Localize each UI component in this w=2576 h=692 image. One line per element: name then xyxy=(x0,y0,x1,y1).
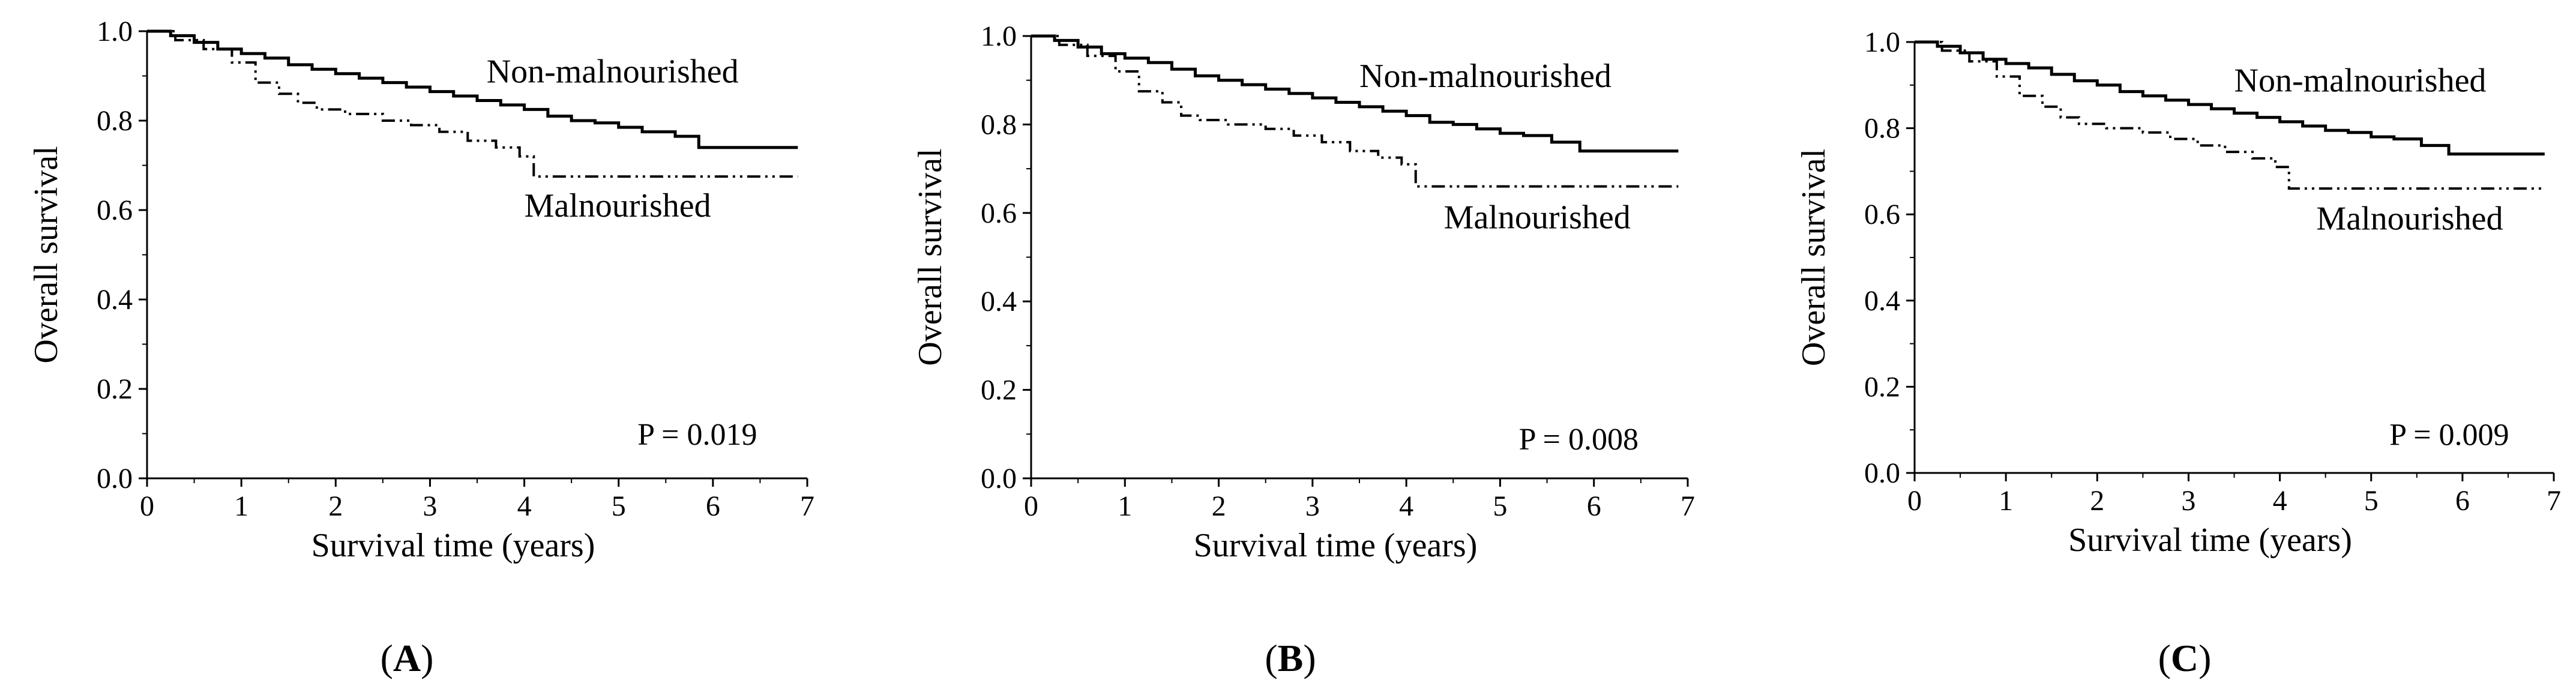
x-tick-label: 2 xyxy=(2090,485,2104,517)
p-value: P = 0.009 xyxy=(2389,418,2509,452)
x-tick-label: 0 xyxy=(1024,490,1038,522)
y-tick-label: 0.0 xyxy=(97,463,133,495)
series-line-malnourished xyxy=(1031,35,1679,188)
x-tick-label: 3 xyxy=(423,490,437,522)
series-line-non-malnourished xyxy=(147,29,798,149)
p-value: P = 0.019 xyxy=(637,418,757,452)
y-tick-label: 0.8 xyxy=(1864,113,1900,145)
x-tick-label: 3 xyxy=(2181,485,2195,517)
x-tick-label: 7 xyxy=(1681,490,1695,522)
y-axis-title: Overall survival xyxy=(912,148,949,366)
series-label-non-malnourished: Non-malnourished xyxy=(1359,58,1612,95)
x-axis-title: Survival time (years) xyxy=(1194,527,1478,564)
x-tick-label: 3 xyxy=(1305,490,1320,522)
panel-a: 0.0 0.2 0.4 0.6 0.8 1.0 0 1 2 3 4 5 6 7 Survival time … xyxy=(28,16,814,679)
x-tick-label: 0 xyxy=(1907,485,1922,517)
y-tick-label: 0.0 xyxy=(1864,457,1900,489)
y-tick-label: 0.8 xyxy=(97,105,133,137)
series-label-malnourished: Malnourished xyxy=(525,187,711,224)
x-tick-label: 4 xyxy=(517,490,532,522)
x-axis-title: Survival time (years) xyxy=(2068,522,2352,559)
y-tick-label: 0.2 xyxy=(1864,371,1900,403)
y-tick-label: 0.6 xyxy=(981,197,1017,229)
y-tick-label: 0.2 xyxy=(981,375,1017,406)
x-tick-label: 1 xyxy=(234,490,248,522)
x-tick-label: 5 xyxy=(612,490,626,522)
panel-label: (B) xyxy=(1265,637,1316,679)
series-label-malnourished: Malnourished xyxy=(1444,199,1631,236)
x-tick-label: 4 xyxy=(2273,485,2287,517)
series-label-non-malnourished: Non-malnourished xyxy=(487,53,739,91)
series-label-malnourished: Malnourished xyxy=(2316,200,2503,237)
y-tick-label: 0.4 xyxy=(981,286,1017,317)
y-tick-label: 0.2 xyxy=(97,373,133,405)
y-tick-label: 1.0 xyxy=(97,16,133,47)
x-tick-label: 1 xyxy=(1999,485,2013,517)
x-tick-label: 1 xyxy=(1118,490,1132,522)
p-value: P = 0.008 xyxy=(1519,423,1639,457)
series-line-malnourished xyxy=(1915,41,2545,190)
panel-label: (C) xyxy=(2158,637,2212,679)
y-tick-label: 0.6 xyxy=(1864,199,1900,230)
series-line-non-malnourished xyxy=(1915,40,2545,156)
series-line-non-malnourished xyxy=(1031,34,1679,153)
x-tick-label: 7 xyxy=(2547,485,2561,517)
panel-label: (A) xyxy=(381,637,434,679)
x-tick-label: 2 xyxy=(328,490,343,522)
panel-b: 0.0 0.2 0.4 0.6 0.8 1.0 0 1 2 3 4 5 6 7 Survival time … xyxy=(912,20,1695,679)
x-axis-title: Survival time (years) xyxy=(311,527,595,564)
x-tick-label: 4 xyxy=(1399,490,1413,522)
y-tick-label: 0.8 xyxy=(981,109,1017,140)
y-tick-label: 0.4 xyxy=(97,284,133,316)
y-axis-title: Overall survival xyxy=(28,146,65,363)
x-tick-label: 5 xyxy=(2364,485,2379,517)
y-tick-label: 1.0 xyxy=(1864,26,1900,58)
panel-c: 0.0 0.2 0.4 0.6 0.8 1.0 0 1 2 3 4 5 6 7 Survival time … xyxy=(1795,26,2561,679)
y-axis-title: Overall survival xyxy=(1795,149,1832,366)
x-tick-label: 5 xyxy=(1493,490,1507,522)
series-label-non-malnourished: Non-malnourished xyxy=(2234,62,2487,100)
x-tick-label: 6 xyxy=(1587,490,1601,522)
y-tick-label: 0.0 xyxy=(981,463,1017,495)
x-tick-label: 6 xyxy=(2455,485,2470,517)
y-tick-label: 0.4 xyxy=(1864,285,1900,317)
x-tick-label: 6 xyxy=(706,490,720,522)
y-tick-label: 0.6 xyxy=(97,194,133,226)
x-tick-label: 0 xyxy=(140,490,154,522)
x-tick-label: 7 xyxy=(800,490,814,522)
y-tick-label: 1.0 xyxy=(981,20,1017,52)
series-line-malnourished xyxy=(147,30,798,178)
x-tick-label: 2 xyxy=(1212,490,1226,522)
